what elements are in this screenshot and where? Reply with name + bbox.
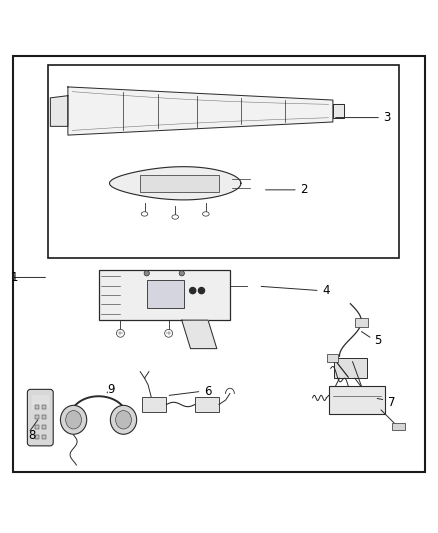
Polygon shape xyxy=(333,104,344,118)
Text: 4: 4 xyxy=(322,284,329,297)
Text: 3: 3 xyxy=(383,111,391,124)
Circle shape xyxy=(198,287,205,294)
Circle shape xyxy=(165,329,173,337)
Ellipse shape xyxy=(60,405,87,434)
Polygon shape xyxy=(110,167,241,200)
Text: 6: 6 xyxy=(204,385,211,398)
Polygon shape xyxy=(50,96,68,126)
Ellipse shape xyxy=(172,215,179,219)
Bar xyxy=(35,405,39,409)
Text: 2: 2 xyxy=(300,183,307,196)
Text: 8: 8 xyxy=(28,429,36,442)
Bar xyxy=(392,423,405,430)
Text: 5: 5 xyxy=(374,335,382,348)
Bar xyxy=(147,280,184,308)
FancyBboxPatch shape xyxy=(27,390,53,446)
Bar xyxy=(42,425,46,429)
Text: 7: 7 xyxy=(388,396,395,409)
Bar xyxy=(355,318,368,327)
Ellipse shape xyxy=(116,410,131,429)
Bar xyxy=(48,65,399,258)
Ellipse shape xyxy=(110,405,137,434)
Ellipse shape xyxy=(202,212,209,216)
Ellipse shape xyxy=(141,212,148,216)
Circle shape xyxy=(117,329,124,337)
Polygon shape xyxy=(68,87,333,135)
Bar xyxy=(334,359,367,378)
Bar xyxy=(35,425,39,429)
Text: 1: 1 xyxy=(11,271,18,284)
Bar xyxy=(99,270,230,320)
Bar xyxy=(35,435,39,439)
Bar xyxy=(42,415,46,419)
Bar xyxy=(142,397,166,413)
Bar xyxy=(32,394,49,409)
Text: 9: 9 xyxy=(107,383,115,395)
Circle shape xyxy=(190,287,196,294)
Polygon shape xyxy=(182,320,217,349)
Bar xyxy=(327,354,338,362)
Bar xyxy=(140,174,219,192)
Bar xyxy=(35,415,39,419)
Circle shape xyxy=(179,271,184,276)
Bar xyxy=(42,405,46,409)
Bar xyxy=(328,386,385,414)
Bar xyxy=(42,435,46,439)
Ellipse shape xyxy=(66,410,81,429)
Bar xyxy=(195,397,219,413)
Circle shape xyxy=(144,271,149,276)
